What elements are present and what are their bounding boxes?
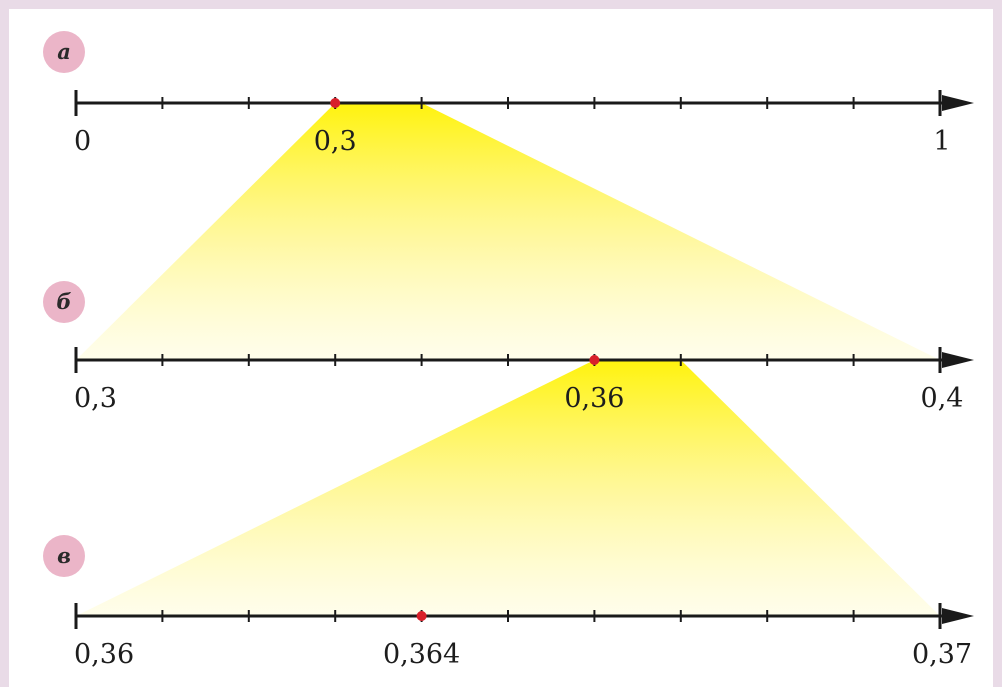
arrow-head [942, 352, 974, 368]
tick-label: 0,4 [921, 383, 964, 414]
tick-label: 0 [74, 126, 91, 157]
badge-circle [43, 31, 85, 73]
marked-point [416, 611, 427, 621]
tick-label: 0,36 [74, 639, 134, 670]
tick-label: 0,37 [912, 639, 972, 670]
arrow-head [942, 95, 974, 111]
tick-label: 0,3 [74, 383, 117, 414]
badge-letter: в [57, 543, 71, 568]
tick-label: 0,36 [564, 383, 624, 414]
line-badge: а [43, 31, 85, 73]
badge-letter: б [56, 289, 71, 314]
tick-label: 1 [933, 126, 950, 157]
marked-point [589, 355, 600, 365]
tick-label: 0,3 [314, 126, 357, 157]
badge-circle [43, 535, 85, 577]
badge-letter: а [57, 39, 71, 64]
zoom-beam-1 [76, 103, 940, 360]
zoom-beam-2 [76, 360, 940, 616]
arrow-head [942, 608, 974, 624]
number-line-1: а 0 0,3 1 [43, 31, 974, 157]
zoom-beams [76, 103, 940, 616]
number-line-3: в 0,36 0,364 0,37 [43, 535, 974, 670]
number-line-2: б 0,3 0,36 0,4 [43, 281, 974, 414]
marked-point [330, 98, 341, 108]
number-lines: а 0 0,3 1 б 0,3 0,36 0,4 в 0,36 0,364 0,37 [43, 31, 974, 670]
tick-label: 0,364 [383, 639, 460, 670]
badge-circle [43, 281, 85, 323]
line-badge: в [43, 535, 85, 577]
line-badge: б [43, 281, 85, 323]
